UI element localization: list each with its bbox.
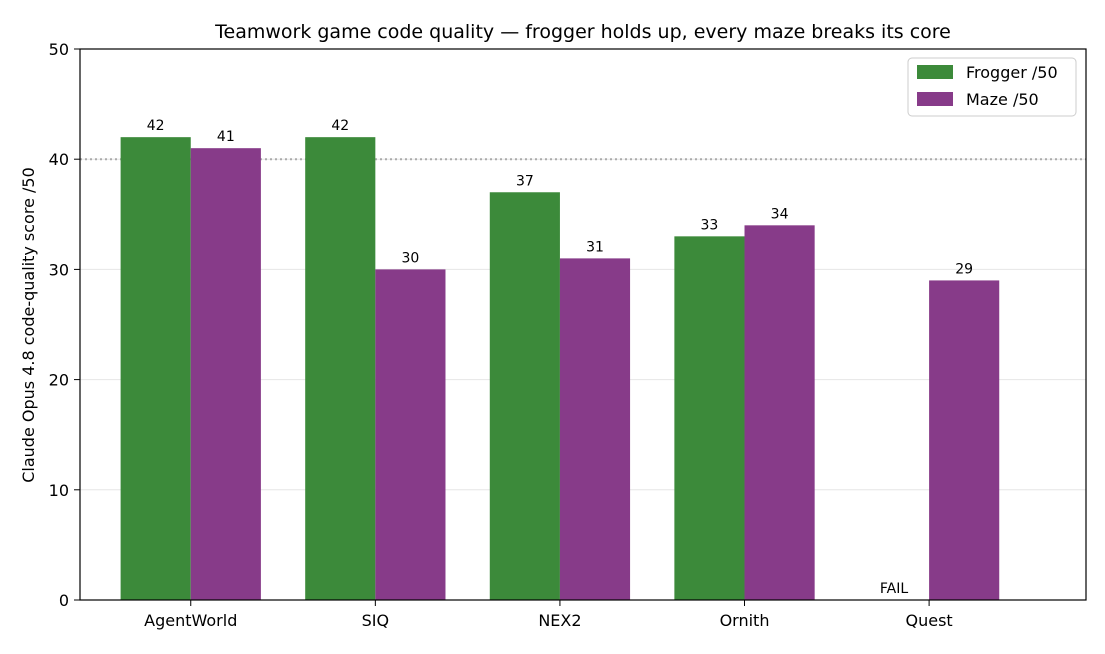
- y-tick-label: 10: [49, 481, 69, 500]
- plot-frame: [79, 48, 1087, 601]
- bar: [190, 148, 261, 600]
- bar: [375, 269, 446, 600]
- data-label: 42: [331, 118, 349, 134]
- legend-label: Maze /50: [966, 90, 1039, 109]
- y-axis-label: Claude Opus 4.8 code-quality score /50: [19, 167, 38, 483]
- data-label: 41: [217, 129, 235, 145]
- data-label: 37: [516, 173, 534, 189]
- bar: [559, 258, 631, 600]
- data-label: 33: [701, 217, 719, 233]
- y-tick-label: 20: [49, 371, 69, 390]
- y-tick-label: 40: [49, 150, 69, 169]
- bar: [744, 225, 815, 600]
- data-label: 34: [771, 206, 789, 222]
- x-tick-label: SIQ: [362, 611, 389, 630]
- legend: Frogger /50 Maze /50: [907, 57, 1077, 117]
- bar: [120, 137, 191, 600]
- data-label-fail: FAIL: [880, 581, 908, 597]
- y-tick-label: 30: [49, 260, 69, 279]
- axes-ticks: 0 10 20 30 40 50 AgentWorld SIQ NEX2 Ornith Quest: [49, 40, 953, 630]
- x-tick-label: Quest: [906, 611, 953, 630]
- bar: [674, 236, 745, 600]
- bar: [929, 280, 1000, 600]
- bars: [120, 137, 1000, 600]
- data-label: 31: [586, 239, 604, 255]
- y-tick-label: 0: [59, 591, 69, 610]
- legend-swatch: [917, 65, 953, 79]
- x-tick-label: AgentWorld: [144, 611, 237, 630]
- data-label: 42: [147, 118, 165, 134]
- legend-label: Frogger /50: [966, 63, 1058, 82]
- x-tick-label: NEX2: [538, 611, 581, 630]
- data-label: 30: [401, 250, 419, 266]
- y-tick-label: 50: [49, 40, 69, 59]
- data-labels: 42 41 42 30 37 31 33 34 FAIL 29: [147, 118, 973, 597]
- data-label: 29: [955, 261, 973, 277]
- bar: [489, 192, 560, 600]
- chart-title: Teamwork game code quality — frogger hol…: [214, 21, 951, 43]
- bar: [305, 137, 376, 600]
- legend-swatch: [917, 92, 953, 106]
- x-tick-label: Ornith: [720, 611, 770, 630]
